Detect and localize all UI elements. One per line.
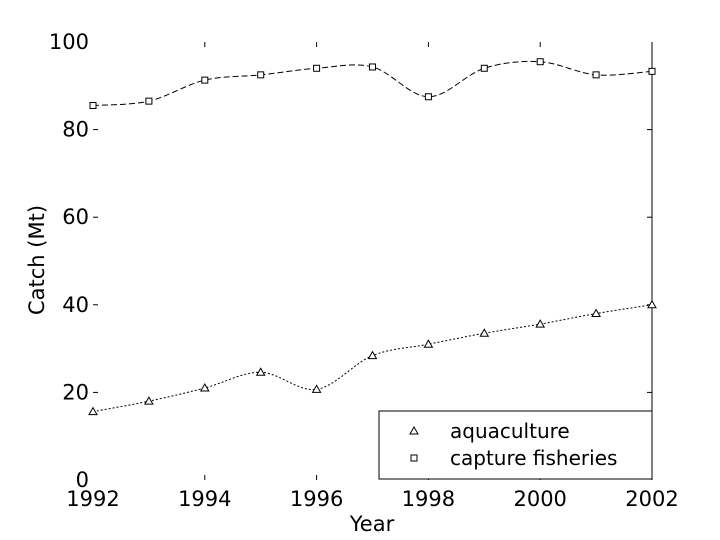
series-aquaculture <box>88 299 657 416</box>
data-point-capture-fisheries <box>369 63 376 71</box>
x-tick-label: 1992 <box>66 487 119 511</box>
data-point-aquaculture <box>423 339 434 348</box>
data-point-aquaculture <box>88 406 98 416</box>
y-tick-label: 40 <box>62 293 89 317</box>
legend-label: capture fisheries <box>450 446 617 470</box>
y-tick-label: 0 <box>76 468 89 492</box>
x-tick-label: 1998 <box>402 487 455 511</box>
data-point-aquaculture <box>535 319 546 328</box>
x-tick-label: 2000 <box>513 487 566 511</box>
x-axis-label: Year <box>349 512 395 536</box>
y-tick-label: 60 <box>62 205 89 229</box>
legend: aquaculture capture fisheries <box>378 410 653 480</box>
data-point-aquaculture <box>367 350 378 360</box>
data-point-aquaculture <box>479 328 490 337</box>
y-axis-ticks: 0 20 40 60 80 100 <box>49 30 652 492</box>
data-point-aquaculture <box>255 367 266 376</box>
series-capture-fisheries <box>89 58 656 110</box>
legend-marker-capture-fisheries <box>410 454 418 462</box>
y-tick-label: 100 <box>49 30 89 54</box>
x-tick-label: 2002 <box>625 487 678 511</box>
x-tick-label: 1994 <box>178 487 231 511</box>
x-axis-ticks: 1992 1994 1996 1998 2000 2002 <box>66 42 679 511</box>
data-point-aquaculture <box>144 396 154 405</box>
data-point-capture-fisheries <box>313 64 321 72</box>
series-layer <box>88 58 657 416</box>
y-tick-label: 20 <box>62 380 89 404</box>
data-point-aquaculture <box>647 299 657 309</box>
data-point-capture-fisheries <box>536 58 544 66</box>
data-point-capture-fisheries <box>89 102 97 110</box>
data-point-capture-fisheries <box>145 97 153 105</box>
data-point-capture-fisheries <box>480 64 488 72</box>
legend-marker-aquaculture <box>409 425 419 435</box>
data-point-capture-fisheries <box>648 67 656 75</box>
legend-label: aquaculture <box>450 419 570 443</box>
plot-frame <box>651 42 653 480</box>
y-tick-label: 80 <box>62 118 89 142</box>
data-point-capture-fisheries <box>201 76 209 84</box>
y-axis-label: Catch (Mt) <box>25 205 49 315</box>
data-point-aquaculture <box>311 384 322 393</box>
data-point-capture-fisheries <box>257 71 265 79</box>
data-point-aquaculture <box>591 308 601 318</box>
data-point-capture-fisheries <box>424 93 432 101</box>
x-tick-label: 1996 <box>290 487 343 511</box>
data-point-capture-fisheries <box>592 71 600 79</box>
data-point-aquaculture <box>199 383 210 392</box>
legend-box <box>378 410 653 480</box>
